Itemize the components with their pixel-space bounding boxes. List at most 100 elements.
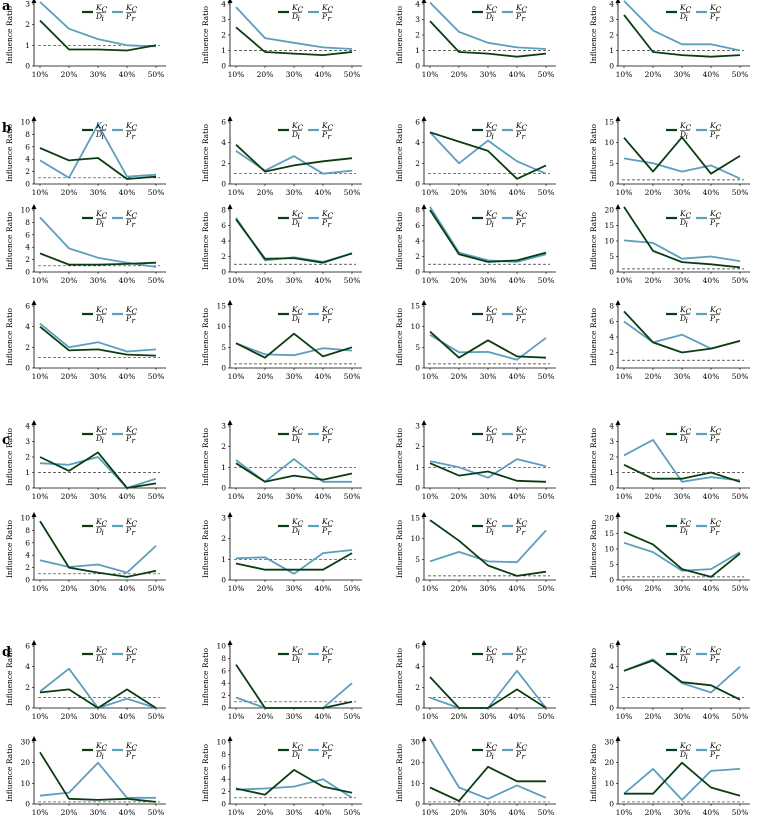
series-kc-over-pr-line [623,157,741,180]
series-kc-over-di-line [623,463,741,483]
legend-num: K [709,305,716,314]
series-kc-over-di-line [39,451,157,489]
x-tick-label: 50% [344,712,361,721]
legend-num: K [321,645,328,654]
legend-den-sub: r [328,14,332,23]
series-kc-over-di-line [624,761,741,797]
legend-num: K [515,305,522,314]
series-kc-over-di-line [39,326,157,357]
legend-label-kc-over-di: K CD i [485,741,498,761]
legend-label-kc-over-di: K CD i [95,425,108,445]
x-tick-label: 10% [32,492,49,501]
legend-den: P [125,434,132,443]
legend-label-kc-over-pr: K CP r [515,741,528,761]
y-tick-label: 0 [221,364,226,373]
legend-num-sub: C [522,743,528,752]
legend-label-kc-over-di: K CD i [291,209,304,229]
legend-num-sub: C [328,5,334,14]
y-tick-label: 0 [415,704,420,713]
legend-num-sub: C [132,743,138,752]
series-kc-over-pr-line [39,1,157,48]
legend-num-sub: C [328,211,334,220]
x-tick-label: 10% [228,372,245,381]
legend-label-kc-over-di: K CD i [679,209,692,229]
legend-label-kc-over-pr: K CP r [321,3,334,23]
legend-num-sub: C [102,427,108,436]
y-tick-label: 6 [415,118,420,127]
y-tick-label: 0 [415,364,420,373]
legend-den: P [125,130,132,139]
x-tick-label: 30% [90,276,107,285]
legend-num: K [291,425,298,434]
legend-den: P [709,434,716,443]
y-tick-label: 0 [25,364,30,373]
x-tick-label: 30% [90,492,107,501]
x-tick-label: 50% [148,188,165,197]
legend-num: K [125,741,132,750]
legend-num-sub: C [298,427,304,436]
x-tick-label: 10% [422,492,439,501]
series-kc-over-pr-line [623,239,741,262]
y-axis-label: Influence Ratio [5,307,14,366]
legend-den-sub: r [716,436,720,445]
legend-den: P [125,314,132,323]
y-tick-label: 4 [221,0,226,9]
y-tick-label: 1 [415,46,420,55]
x-tick-label: 40% [315,492,332,501]
x-tick-label: 40% [703,808,720,817]
y-tick-label: 4 [609,662,614,671]
legend-label-kc-over-di: K CD i [679,517,692,537]
legend-den-sub: r [716,14,720,23]
legend-den: D [291,654,298,663]
y-axis-label: Influence Ratio [589,307,598,366]
legend-den: D [485,218,492,227]
x-tick-label: 20% [645,70,662,79]
legend-den: D [679,526,686,535]
y-tick-label: 0 [609,180,614,189]
series-kc-over-pr-line [39,123,157,179]
legend-num-sub: C [716,5,722,14]
y-tick-label: 10 [20,118,30,127]
x-tick-label: 30% [90,188,107,197]
y-tick-label: 0 [609,800,614,809]
y-tick-label: 8 [221,206,226,215]
y-axis-arrow [615,512,621,517]
legend-den: P [321,218,328,227]
legend-num: K [709,645,716,654]
x-tick-label: 20% [451,276,468,285]
series-kc-over-di-line [39,520,157,578]
legend-den: P [709,314,716,323]
x-tick-label: 50% [344,188,361,197]
series-kc-over-di-line [429,209,547,263]
legend-num: K [515,425,522,434]
legend-num-sub: C [716,211,722,220]
legend-den-sub: r [716,132,720,141]
y-tick-label: 0 [25,800,30,809]
x-tick-label: 10% [616,584,633,593]
y-tick-label: 2 [25,20,30,29]
y-axis-arrow [31,420,37,425]
legend-num: K [125,3,132,12]
x-tick-label: 10% [616,492,633,501]
y-tick-label: 1 [25,468,30,477]
legend-num-sub: C [492,307,498,316]
x-tick-label: 50% [732,584,749,593]
legend-num: K [125,209,132,218]
y-tick-label: 4 [609,333,614,342]
legend-den: P [321,654,328,663]
y-axis-arrow [421,116,427,121]
y-axis-arrow [615,640,621,645]
y-tick-label: 6 [415,642,420,651]
legend-num: K [679,121,686,130]
legend-num: K [709,3,716,12]
x-tick-label: 30% [674,276,691,285]
legend-label-kc-over-di: K CD i [291,425,304,445]
legend-den-sub: r [132,656,136,665]
y-axis-arrow [227,204,233,209]
legend-den: D [679,218,686,227]
legend-den-sub: r [522,14,526,23]
